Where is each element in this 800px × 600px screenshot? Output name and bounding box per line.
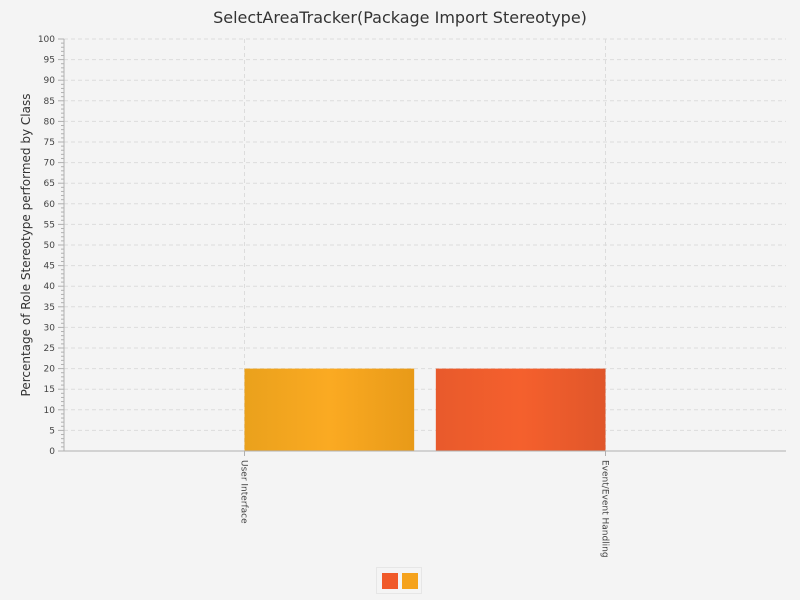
bars-layer: [244, 368, 606, 451]
y-tick-label: 90: [44, 76, 56, 86]
y-tick-label: 45: [44, 262, 55, 272]
legend-swatch-series-1: [382, 573, 398, 589]
y-tick-label: 100: [38, 35, 55, 45]
chart-title: SelectAreaTracker(Package Import Stereot…: [213, 8, 587, 27]
y-tick-label: 5: [49, 426, 55, 436]
bar: [244, 368, 415, 451]
y-tick-label: 0: [49, 447, 55, 457]
y-tick-label: 50: [44, 241, 56, 251]
x-category-label: Event/Event Handling: [600, 460, 610, 558]
y-tick-label: 20: [44, 365, 56, 375]
y-tick-label: 55: [44, 220, 55, 230]
y-tick-label: 95: [44, 56, 55, 66]
y-tick-label: 30: [44, 323, 56, 333]
y-tick-label: 75: [44, 138, 55, 148]
y-tick-label: 85: [44, 97, 55, 107]
y-tick-label: 35: [44, 303, 55, 313]
bar: [435, 368, 606, 451]
y-tick-label: 70: [44, 159, 56, 169]
y-tick-label: 65: [44, 179, 55, 189]
axis-layer: 0 5 10 15 20 25 30 35 40 45 50 55 60 65 70 75 80 85 90 95 10…: [38, 35, 786, 558]
legend: [376, 567, 422, 594]
grid-layer: [64, 38, 786, 451]
y-tick-label: 40: [44, 282, 56, 292]
legend-swatch-series-2: [402, 573, 418, 589]
y-tick-label: 60: [44, 200, 56, 210]
y-tick-label: 25: [44, 344, 55, 354]
x-category-label: User Interface: [239, 460, 249, 524]
y-axis-title: Percentage of Role Stereotype performed …: [19, 94, 33, 397]
y-tick-label: 15: [44, 385, 55, 395]
y-tick-label: 10: [44, 406, 56, 416]
y-tick-label: 80: [44, 117, 56, 127]
